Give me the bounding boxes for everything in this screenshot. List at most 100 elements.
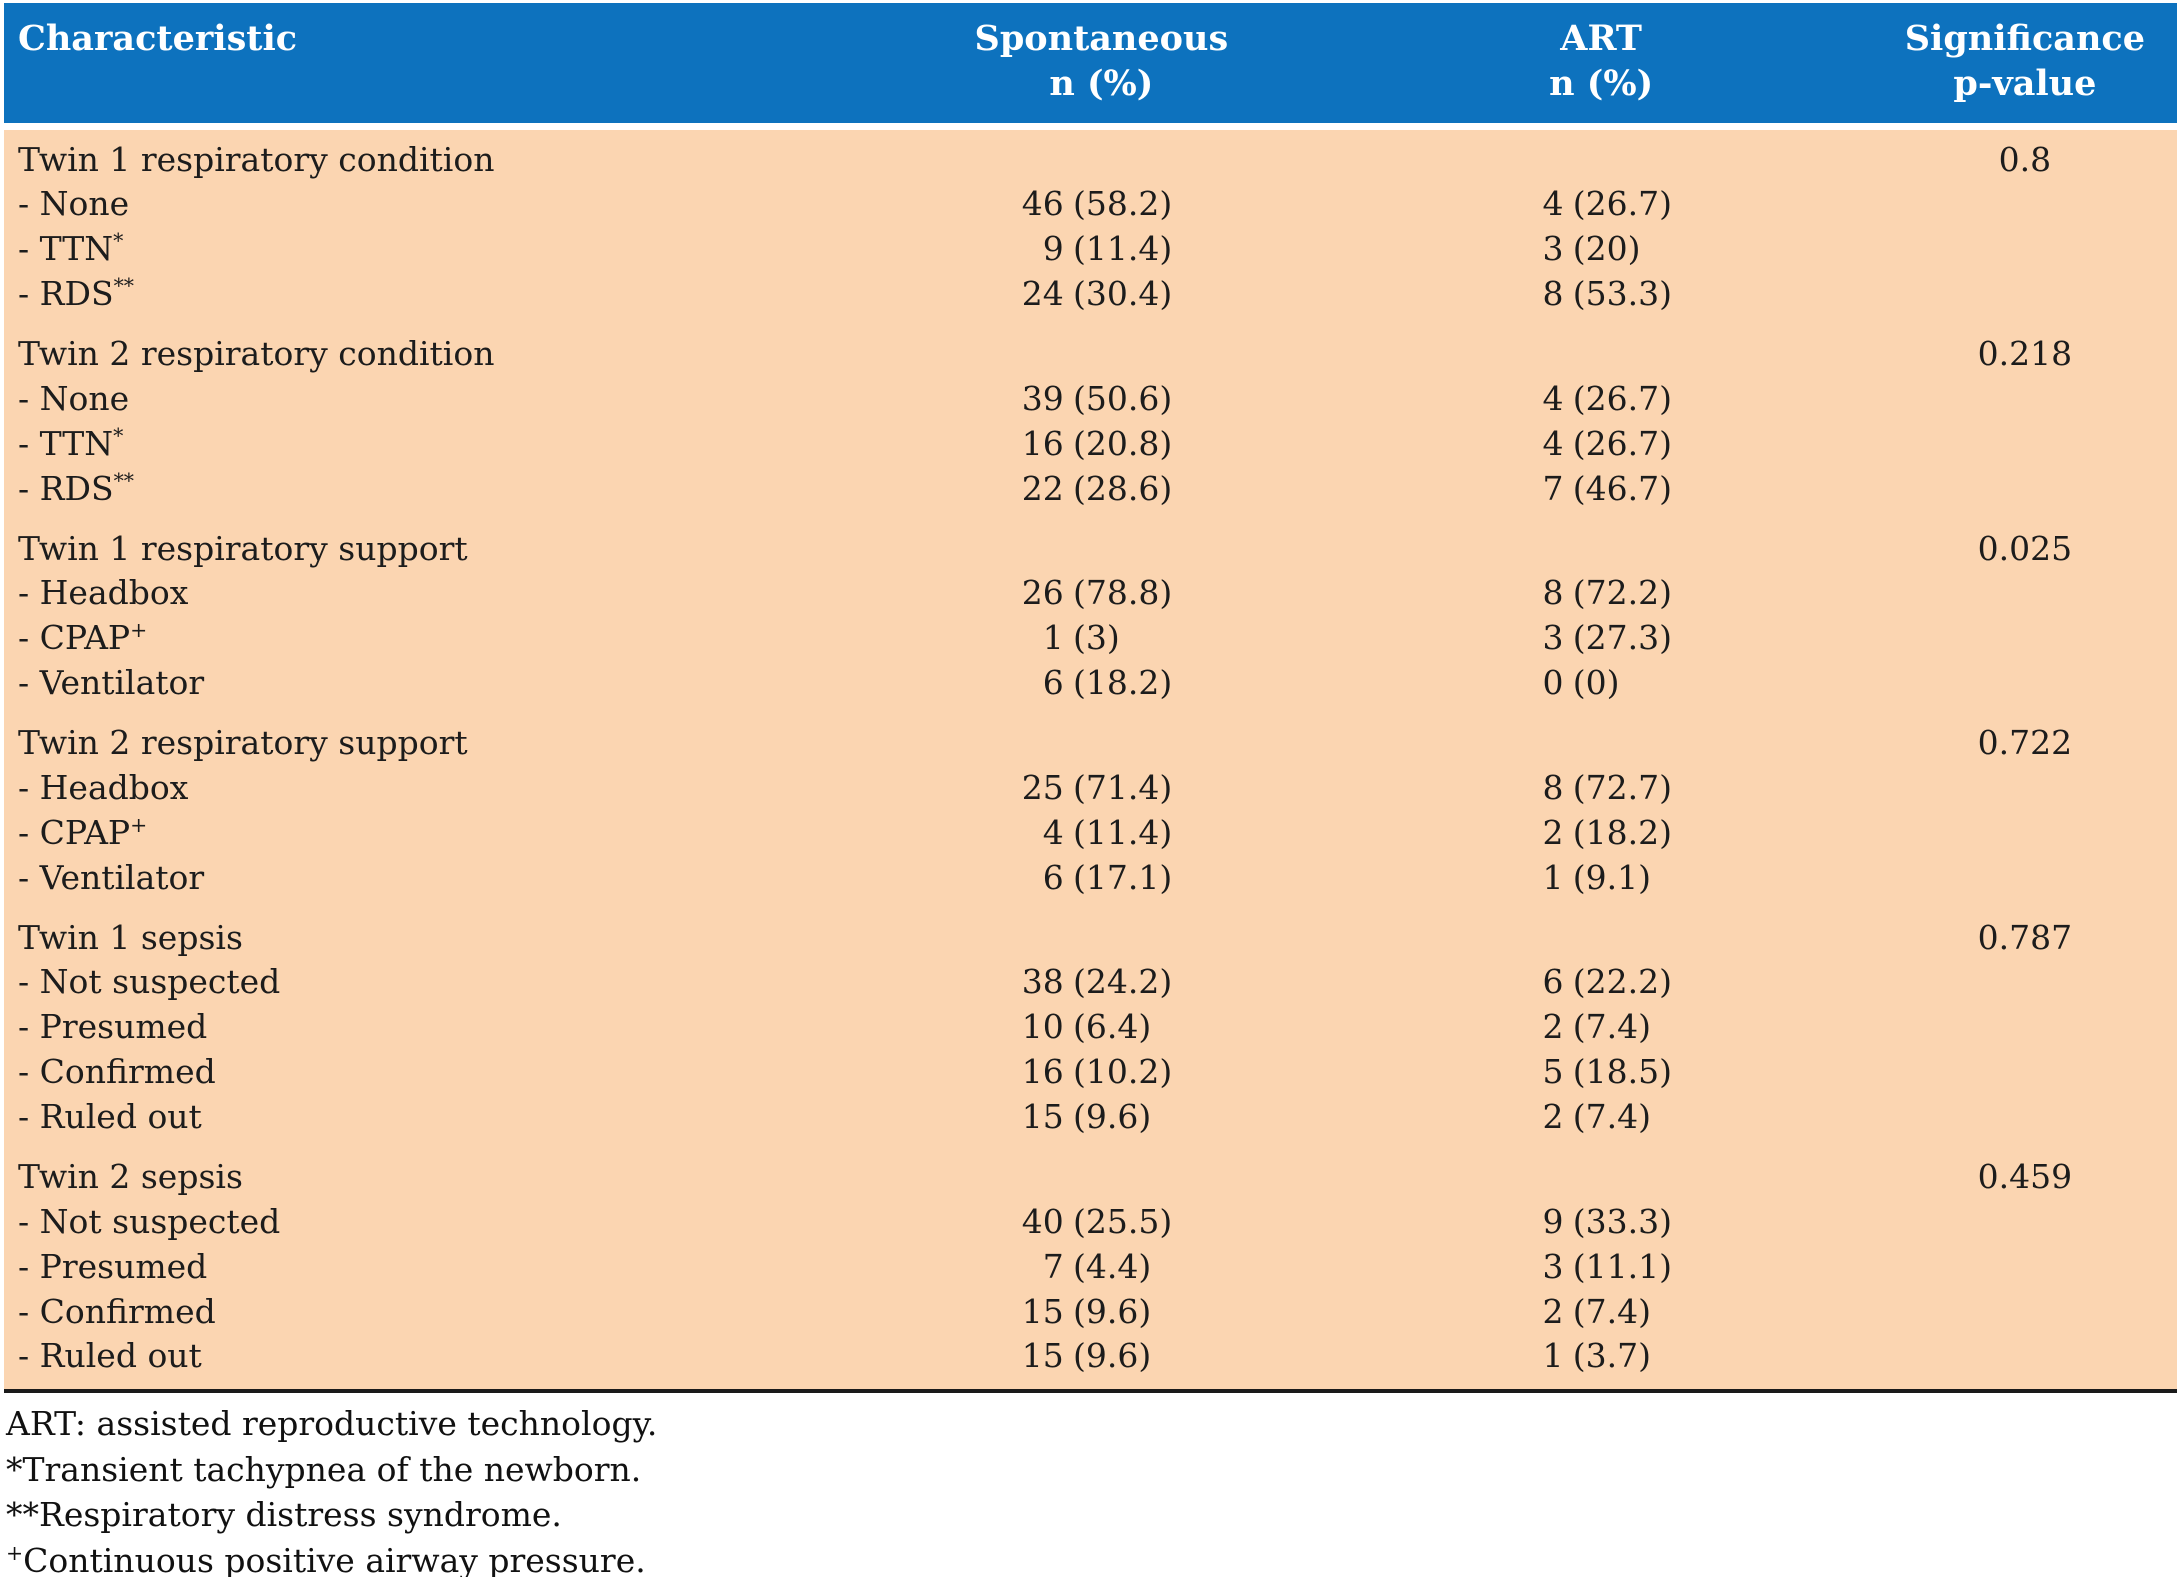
section-title: Twin 2 respiratory support xyxy=(18,723,468,763)
count-value: 38 xyxy=(1021,962,1064,1002)
percent-value: (10.2) xyxy=(1072,1052,1173,1092)
count-value: 10 xyxy=(1021,1007,1064,1047)
count-percent-value: 4 (26.7) xyxy=(1512,422,1690,467)
row-label: - Ruled out xyxy=(18,1336,202,1376)
count-percent-value: 2 (7.4) xyxy=(1512,1005,1690,1050)
spontaneous-cell: 40 (25.5) xyxy=(873,1200,1329,1245)
percent-value: (27.3) xyxy=(1572,618,1672,658)
count-value: 5 xyxy=(1542,1052,1564,1092)
row-label: - Not suspected xyxy=(18,962,281,1002)
count-percent-value: 6 (17.1) xyxy=(1013,856,1191,901)
count-percent-value: 22 (28.6) xyxy=(1013,467,1191,512)
footnote-marker-superscript: + xyxy=(130,812,148,837)
count-percent-value: 2 (7.4) xyxy=(1512,1095,1690,1140)
footnote-marker-superscript: + xyxy=(6,1540,24,1565)
count-value: 16 xyxy=(1021,1052,1064,1092)
percent-value: (9.6) xyxy=(1072,1291,1152,1331)
row-label: - Presumed xyxy=(18,1246,208,1286)
percent-value: (30.4) xyxy=(1072,274,1173,314)
table-row: - Presumed 10 (6.4) 2 (7.4) xyxy=(4,1005,2177,1050)
percent-value: (0) xyxy=(1572,663,1620,703)
table-row: - None 39 (50.6) 4 (26.7) xyxy=(4,377,2177,422)
table-section: Twin 2 respiratory support 0.722- Headbox… xyxy=(4,721,2177,901)
percent-value: (33.3) xyxy=(1572,1201,1672,1241)
percent-value: (26.7) xyxy=(1572,378,1672,418)
spontaneous-cell: 15 (9.6) xyxy=(873,1290,1329,1335)
table-row: - Not suspected 40 (25.5) 9 (33.3) xyxy=(4,1200,2177,1245)
count-value: 40 xyxy=(1021,1201,1064,1241)
table-section: Twin 1 respiratory condition 0.8- None 46(… xyxy=(4,138,2177,318)
count-value: 15 xyxy=(1021,1097,1064,1137)
percent-value: (20) xyxy=(1572,229,1641,269)
count-value: 16 xyxy=(1021,423,1064,463)
art-cell: 6 (22.2) xyxy=(1330,960,1873,1005)
footnote-line: *Transient tachypnea of the newborn. xyxy=(6,1449,642,1489)
table-row: - Confirmed 15 (9.6) 2 (7.4) xyxy=(4,1290,2177,1335)
count-percent-value: 1 (3.7) xyxy=(1512,1334,1690,1379)
section-title: Twin 1 sepsis xyxy=(18,917,243,957)
art-cell: 3 (20) xyxy=(1330,227,1873,272)
row-label: - Ventilator xyxy=(18,663,205,703)
spontaneous-cell: 9 (11.4) xyxy=(873,227,1329,272)
count-value: 8 xyxy=(1542,767,1564,807)
count-value: 4 xyxy=(1542,423,1564,463)
count-value: 3 xyxy=(1542,229,1564,269)
count-percent-value: 9 (33.3) xyxy=(1512,1200,1690,1245)
row-label: - Headbox xyxy=(18,767,189,807)
art-cell: 3 (11.1) xyxy=(1330,1245,1873,1290)
count-percent-value: 26 (78.8) xyxy=(1013,571,1191,616)
spontaneous-cell: 4 (11.4) xyxy=(873,811,1329,856)
row-label: - Not suspected xyxy=(18,1201,281,1241)
count-percent-value: 2 (7.4) xyxy=(1512,1290,1690,1335)
table-row: - Headbox 25 (71.4) 8 (72.7) xyxy=(4,766,2177,811)
count-percent-value: 24 (30.4) xyxy=(1013,272,1191,317)
art-cell: 7 (46.7) xyxy=(1330,467,1873,512)
column-header-sublabel: n (%) xyxy=(1049,62,1154,104)
count-percent-value: 16 (20.8) xyxy=(1013,422,1191,467)
column-header-spontaneous: Spontaneous n (%) xyxy=(873,17,1329,107)
count-percent-value: 8 (72.2) xyxy=(1512,571,1690,616)
column-header-art: ART n (%) xyxy=(1330,17,1873,107)
row-label: - None xyxy=(18,184,130,224)
count-percent-value: 38 (24.2) xyxy=(1013,960,1191,1005)
spontaneous-cell: 25 (71.4) xyxy=(873,766,1329,811)
spontaneous-cell: 46 (58.2) xyxy=(873,182,1329,227)
count-value: 7 xyxy=(1042,1246,1064,1286)
footnote-marker-superscript: + xyxy=(130,618,148,643)
percent-value: (3) xyxy=(1072,618,1120,658)
percent-value: (46.7) xyxy=(1572,468,1672,508)
count-value: 8 xyxy=(1542,274,1564,314)
table-row: - Ruled out 15 (9.6) 2 (7.4) xyxy=(4,1095,2177,1140)
percent-value: (71.4) xyxy=(1072,767,1173,807)
spontaneous-cell: 15 (9.6) xyxy=(873,1334,1329,1379)
percent-value: (18.2) xyxy=(1572,812,1672,852)
count-percent-value: 7 (46.7) xyxy=(1512,467,1690,512)
count-value: 24 xyxy=(1021,274,1064,314)
count-percent-value: 46 (58.2) xyxy=(1013,182,1191,227)
section-header-row: Twin 1 respiratory support 0.025 xyxy=(4,527,2177,572)
table-row: - Ventilator 6 (17.1) 1 (9.1) xyxy=(4,856,2177,901)
section-header-row: Twin 1 sepsis 0.787 xyxy=(4,916,2177,961)
count-value: 3 xyxy=(1542,618,1564,658)
count-percent-value: 0 (0) xyxy=(1512,661,1690,706)
count-value: 6 xyxy=(1042,663,1064,703)
footnote-marker-superscript: ** xyxy=(113,274,134,299)
table-row: - TTN* 16 (20.8) 4 (26.7) xyxy=(4,422,2177,467)
spontaneous-cell: 16 (20.8) xyxy=(873,422,1329,467)
count-value: 39 xyxy=(1021,378,1064,418)
art-cell: 2 (18.2) xyxy=(1330,811,1873,856)
table-row: - CPAP+ 1 (3) 3 (27.3) xyxy=(4,616,2177,661)
percent-value: (25.5) xyxy=(1072,1201,1173,1241)
art-cell: 9 (33.3) xyxy=(1330,1200,1873,1245)
art-cell: 4 (26.7) xyxy=(1330,182,1873,227)
art-cell: 8 (53.3) xyxy=(1330,272,1873,317)
section-title: Twin 1 respiratory support xyxy=(18,528,468,568)
count-percent-value: 3 (20) xyxy=(1512,227,1690,272)
spontaneous-cell: 7 (4.4) xyxy=(873,1245,1329,1290)
percent-value: (9.6) xyxy=(1072,1097,1152,1137)
art-cell: 2 (7.4) xyxy=(1330,1290,1873,1335)
count-value: 2 xyxy=(1542,1291,1564,1331)
count-percent-value: 10 (6.4) xyxy=(1013,1005,1191,1050)
table-row: - RDS** 22 (28.6) 7 (46.7) xyxy=(4,467,2177,512)
